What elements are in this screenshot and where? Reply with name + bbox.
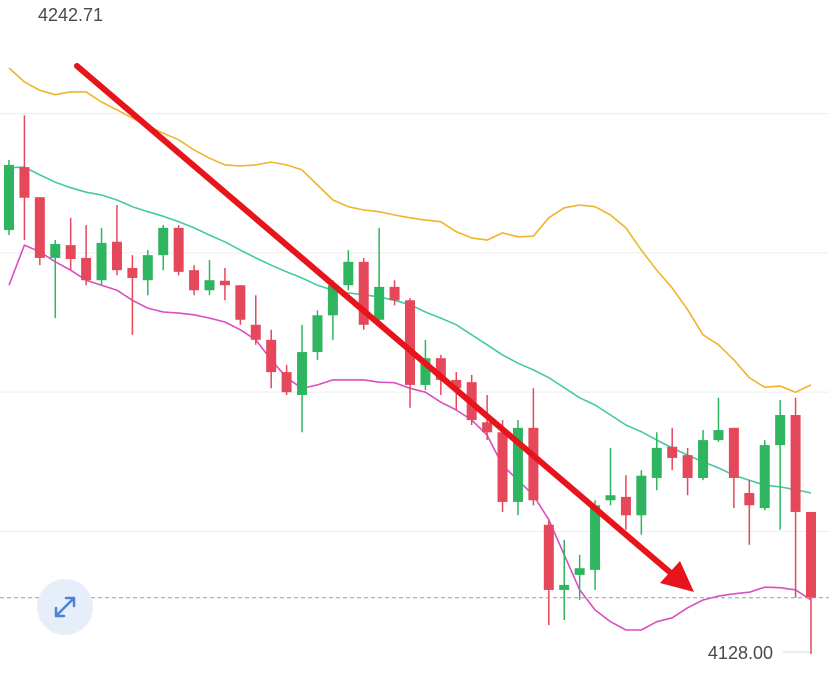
candle-body [451,379,462,389]
candle-body [343,261,354,286]
candle-body [790,415,801,512]
candle-body [266,339,277,373]
candle-body [96,242,107,281]
candle-body [620,496,631,516]
candle-body [574,568,585,575]
candles [4,115,816,654]
candle-body [512,427,523,502]
candle-body [636,475,647,516]
expand-icon[interactable] [54,596,76,618]
candle-body [312,315,323,353]
candle-body [358,261,369,325]
candle-body [50,244,61,258]
candle-body [204,280,215,291]
grid [0,113,829,653]
expand-button[interactable] [37,579,93,635]
trend-arrow [74,63,694,592]
candle-body [158,227,169,256]
candle-body [682,455,693,478]
y-tick-label: 4242.71 [38,5,103,25]
candle-body [651,447,662,478]
candle-body [142,255,153,281]
candle-body [127,267,138,278]
candle-body [173,227,184,272]
candle-body [435,358,446,380]
candle-body [297,352,308,395]
candle-body [775,415,786,446]
candle-body [374,286,385,320]
candle-body [497,432,508,502]
candle-body [219,280,230,286]
candle-body [806,511,816,598]
arrow-head [660,561,694,592]
candle-body [19,167,30,198]
candle-body [744,493,755,506]
candle-body [65,245,76,260]
candle-body [728,427,739,478]
candle-body [111,241,122,271]
candle-body [4,164,14,231]
candle-body [34,197,45,258]
y-tick-label: 4128.00 [708,643,773,663]
candle-body [713,430,724,441]
candle-body [482,422,493,433]
candle-body [667,446,678,458]
candle-body [528,427,539,501]
candle-body [189,270,200,291]
candle-body [81,257,92,281]
candle-body [281,372,292,393]
candle-body [327,285,338,316]
arrow-shaft [74,63,675,577]
candle-body [590,505,601,570]
candle-body [250,324,261,340]
candle-body [698,440,709,478]
candle-body [559,584,570,590]
candle-body [759,445,770,509]
candle-body [405,300,415,385]
candle-body [420,358,431,385]
candle-body [235,285,246,320]
candle-body [389,286,400,301]
candle-body [543,524,554,590]
candle-body [605,495,616,501]
